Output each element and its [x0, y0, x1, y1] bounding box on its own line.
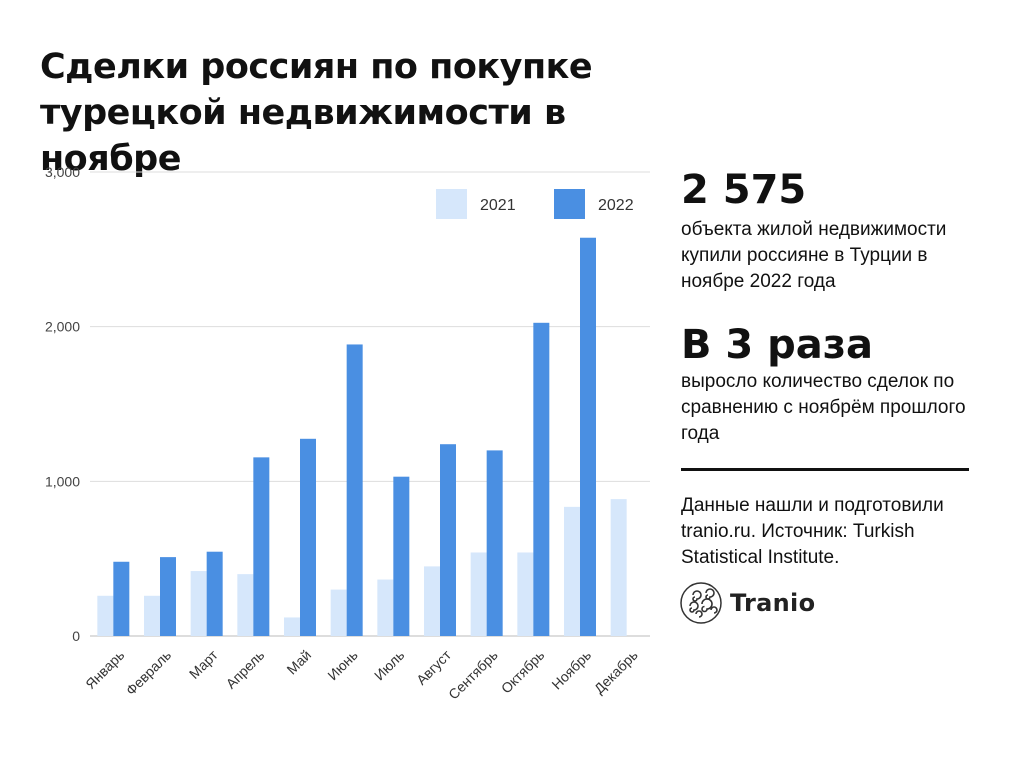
source-note: Данные нашли и подготовили tranio.ru. Ис…: [681, 495, 944, 568]
y-tick-label: 1,000: [45, 473, 80, 489]
bar-2021-5: [284, 617, 300, 636]
x-tick-label: Январь: [82, 647, 127, 692]
bar-2021-10: [517, 552, 534, 636]
legend-label-2021: 2021: [480, 197, 516, 214]
brand-name: Tranio: [730, 589, 816, 617]
x-tick-label: Май: [283, 647, 314, 678]
x-tick-label: Август: [413, 646, 455, 688]
bar-2022-2: [160, 557, 176, 636]
bar-2021-3: [190, 571, 207, 636]
chart-gridlines: [90, 171, 650, 637]
page-title: Сделки россиян по покупке турецкой недви…: [40, 47, 593, 179]
x-tick-label: Октябрь: [498, 647, 548, 697]
legend-label-2022: 2022: [598, 197, 634, 214]
bar-2022-10: [533, 322, 550, 636]
x-tick-label: Апрель: [223, 647, 268, 692]
x-tick-label: Февраль: [123, 647, 175, 699]
brand-logo: Tranio: [680, 582, 815, 624]
big-number-caption: объекта жилой недвижимости купили россия…: [681, 219, 947, 292]
bar-2021-4: [237, 574, 254, 636]
divider-rule: [681, 468, 969, 471]
x-tick-label: Июль: [371, 647, 408, 684]
y-tick-label: 2,000: [45, 319, 80, 335]
bar-2022-5: [300, 438, 316, 636]
bar-2021-11: [564, 506, 580, 636]
bar-2021-7: [377, 579, 394, 636]
x-tick-label: Июнь: [324, 647, 360, 683]
chart-legend: 2021 2022: [436, 189, 634, 219]
growth-caption: выросло количество сделок по сравнению с…: [681, 371, 966, 444]
legend-swatch-2022: [554, 189, 585, 219]
x-tick-label: Ноябрь: [548, 647, 594, 693]
bar-2022-7: [393, 476, 410, 636]
y-tick-label: 0: [72, 628, 80, 644]
bar-2022-1: [113, 561, 130, 636]
bar-2021-1: [97, 595, 114, 636]
bar-2021-2: [144, 595, 160, 636]
big-number: 2 575: [681, 167, 807, 213]
bar-2022-9: [486, 450, 503, 636]
x-tick-label: Сентябрь: [445, 647, 501, 703]
bar-2021-12: [610, 499, 627, 636]
bar-2021-8: [424, 566, 440, 636]
tranio-swirl-logo-icon: [680, 582, 722, 624]
x-tick-label: Декабрь: [591, 647, 641, 697]
y-tick-label: 3,000: [45, 164, 80, 180]
bar-2022-3: [206, 551, 223, 636]
bar-2021-9: [470, 552, 487, 636]
y-axis-tick-labels: 0 1,000 2,000 3,000: [45, 164, 80, 644]
bar-2022-8: [440, 444, 456, 636]
legend-swatch-2021: [436, 189, 467, 219]
bar-2022-6: [346, 344, 363, 636]
growth-headline: В 3 раза: [681, 322, 874, 368]
bar-2021-6: [330, 589, 347, 636]
bar-2022-4: [253, 457, 270, 636]
x-tick-label: Март: [186, 646, 221, 681]
bar-2022-11: [580, 237, 596, 636]
chart-bars: [97, 237, 627, 636]
